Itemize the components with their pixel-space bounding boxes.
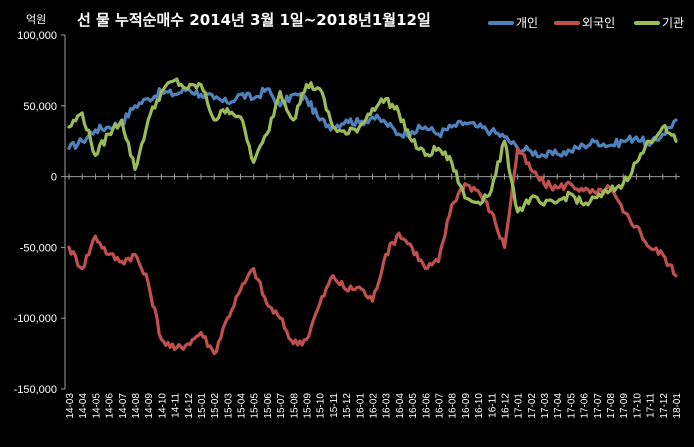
x-tick-label: 15-11	[329, 393, 340, 418]
x-tick-label: 17-01	[514, 393, 525, 419]
x-tick-label: 15-09	[303, 393, 314, 419]
x-tick-label: 15-10	[316, 393, 327, 419]
x-tick-label: 17-07	[593, 393, 604, 419]
x-tick-label: 16-01	[355, 393, 366, 419]
y-tick-label: 100,000	[17, 30, 57, 42]
x-tick-label: 16-02	[369, 393, 380, 419]
x-tick-label: 15-07	[276, 393, 287, 419]
x-tick-label: 15-03	[223, 393, 234, 419]
x-tick-label: 16-08	[448, 393, 459, 419]
x-tick-label: 16-04	[395, 393, 406, 419]
x-tick-label: 15-05	[250, 393, 261, 419]
y-axis-unit-label: 억원	[26, 13, 46, 26]
x-tick-label: 14-03	[65, 393, 76, 419]
x-tick-label: 17-11	[646, 393, 657, 418]
y-axis: 100,000 50,000 0 -50,000 -100,000 -150,000	[14, 30, 66, 396]
x-tick-label: 17-04	[553, 393, 564, 419]
x-tick-label: 15-06	[263, 393, 274, 419]
x-tick-label: 16-05	[408, 393, 419, 419]
x-tick-label: 17-02	[527, 393, 538, 419]
y-tick-label: -150,000	[14, 384, 57, 396]
x-tick-label: 15-04	[237, 393, 248, 419]
x-tick-label: 17-10	[632, 393, 643, 419]
x-tick-label: 16-11	[487, 393, 498, 418]
x-tick-label: 14-11	[171, 393, 182, 418]
x-tick-label: 16-03	[382, 393, 393, 419]
x-tick-label: 14-07	[118, 393, 129, 419]
x-tick-label: 15-02	[210, 393, 221, 419]
x-tick-label: 17-08	[606, 393, 617, 419]
x-tick-label: 14-08	[131, 393, 142, 419]
x-tick-label: 15-12	[342, 393, 353, 419]
series-line-2	[67, 146, 678, 356]
x-tick-label: 16-07	[434, 393, 445, 419]
legend-label: 개인	[516, 16, 538, 30]
chart-title: 선 물 누적순매수 2014년 3월 1일~2018년1월12일	[77, 11, 431, 29]
x-tick-label: 17-03	[540, 393, 551, 419]
x-tick-label: 15-08	[289, 393, 300, 419]
x-axis: 14-03 14-04 14-05 14-06 14-07 14-08 14-09 14-10…	[65, 173, 683, 419]
x-tick-label: 14-06	[105, 393, 116, 419]
legend-label: 외국인	[582, 16, 615, 30]
x-tick-label: 14-04	[78, 393, 89, 419]
y-tick-label: -100,000	[14, 313, 57, 325]
x-tick-label: 16-06	[421, 393, 432, 419]
legend: 개인 외국인 기관	[488, 16, 684, 30]
x-tick-label: 14-05	[91, 393, 102, 419]
series-line-1	[67, 86, 678, 159]
x-tick-label: 17-09	[619, 393, 630, 419]
legend-label: 기관	[662, 16, 684, 30]
x-tick-label: 14-09	[144, 393, 155, 419]
x-tick-label: 16-09	[461, 393, 472, 419]
x-tick-label: 18-01	[672, 393, 683, 419]
x-tick-label: 16-10	[474, 393, 485, 419]
x-tick-label: 15-01	[197, 393, 208, 419]
y-tick-label: -50,000	[20, 242, 57, 254]
x-tick-label: 14-10	[157, 393, 168, 419]
y-tick-label: 0	[51, 172, 57, 184]
series-line-3	[67, 77, 678, 214]
x-tick-label: 17-12	[659, 393, 670, 419]
x-tick-label: 14-12	[184, 393, 195, 419]
x-tick-label: 17-05	[566, 393, 577, 419]
x-tick-label: 16-12	[500, 393, 511, 419]
series-lines	[67, 77, 678, 356]
y-tick-label: 50,000	[23, 101, 57, 113]
x-tick-label: 17-06	[580, 393, 591, 419]
